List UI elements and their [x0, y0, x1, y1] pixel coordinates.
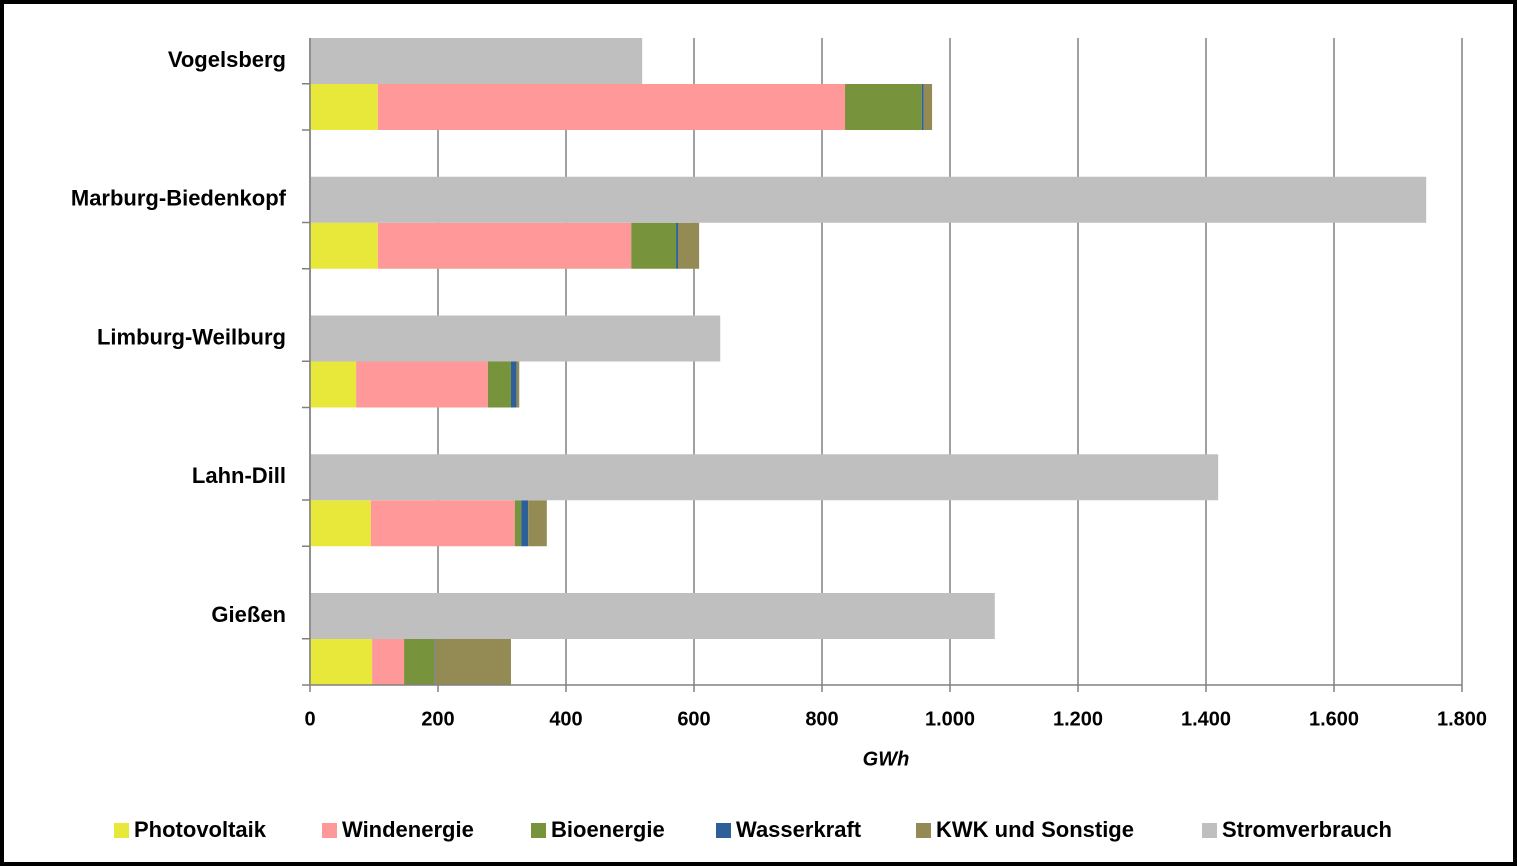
x-tick-label: 200 — [421, 708, 454, 730]
bar-segment — [356, 361, 488, 408]
bar-segment — [516, 361, 520, 408]
legend-swatch — [716, 823, 731, 838]
bar-segment — [521, 500, 529, 547]
bar-segment — [404, 639, 435, 685]
legend-swatch — [916, 823, 931, 838]
y-tick-label: Marburg-Biedenkopf — [71, 186, 287, 211]
x-tick-label: 1.600 — [1309, 708, 1359, 730]
bar-segment — [377, 222, 632, 269]
legend-swatch — [1202, 823, 1217, 838]
bar-segment — [921, 84, 924, 130]
legend-label: Bioenergie — [551, 817, 665, 842]
bar-segment — [514, 500, 522, 547]
x-tick-label: 800 — [805, 708, 838, 730]
bar-segment — [510, 361, 517, 408]
bar-segment — [377, 84, 846, 130]
legend-swatch — [322, 823, 337, 838]
legend-label: Photovoltaik — [134, 817, 267, 842]
y-tick-label: Vogelsberg — [168, 47, 286, 72]
bar-segment — [310, 361, 357, 408]
bar-segment — [845, 84, 922, 130]
bar-segment — [631, 222, 677, 269]
bar-segment — [372, 639, 405, 685]
bar-segment — [923, 84, 933, 130]
legend-swatch — [531, 823, 546, 838]
legend-label: Stromverbrauch — [1222, 817, 1392, 842]
bar-segment — [528, 500, 547, 547]
x-tick-label: 0 — [304, 708, 315, 730]
bar-segment — [370, 500, 515, 547]
bar-segment — [678, 222, 700, 269]
bar-segment — [310, 84, 378, 130]
legend-label: Windenergie — [342, 817, 474, 842]
legend-label: KWK und Sonstige — [936, 817, 1134, 842]
bar-segment — [676, 222, 678, 269]
x-tick-label: 1.400 — [1181, 708, 1231, 730]
bar-segment — [487, 361, 511, 408]
bar-segment — [310, 176, 1427, 223]
x-axis-label: GWh — [863, 748, 910, 770]
x-tick-label: 1.000 — [925, 708, 975, 730]
bar-segment — [434, 639, 511, 685]
x-tick-label: 600 — [677, 708, 710, 730]
bar-segment — [434, 639, 435, 685]
y-tick-label: Lahn-Dill — [192, 463, 286, 488]
y-tick-label: Limburg-Weilburg — [97, 324, 286, 349]
bar-segment — [310, 38, 643, 84]
bar-segment — [310, 222, 378, 269]
x-tick-label: 1.200 — [1053, 708, 1103, 730]
bar-segment — [310, 454, 1219, 501]
legend-label: Wasserkraft — [736, 817, 862, 842]
bar-segment — [310, 500, 371, 547]
bar-segment — [310, 593, 995, 639]
x-tick-label: 400 — [549, 708, 582, 730]
legend-swatch — [114, 823, 129, 838]
x-tick-label: 1.800 — [1437, 708, 1487, 730]
y-tick-label: Gießen — [211, 602, 286, 627]
bar-segment — [310, 639, 373, 685]
bar-segment — [310, 315, 721, 362]
